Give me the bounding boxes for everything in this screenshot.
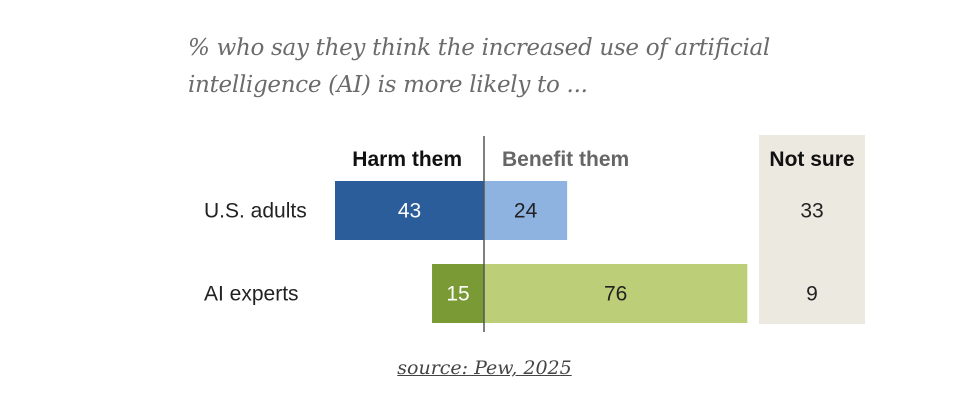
data-label-harm: 43 xyxy=(398,200,421,223)
category-label: AI experts xyxy=(204,283,299,306)
bar-benefit xyxy=(484,181,568,240)
bar-benefit xyxy=(484,264,748,323)
bar-harm xyxy=(432,264,484,323)
bar-harm xyxy=(335,181,484,240)
category-label: U.S. adults xyxy=(204,200,307,223)
not-sure-panel xyxy=(759,135,865,324)
data-label-harm: 15 xyxy=(446,283,469,306)
source-link[interactable]: source: Pew, 2025 xyxy=(397,357,572,379)
chart-subtitle: % who say they think the increased use o… xyxy=(188,35,770,98)
header-not-sure: Not sure xyxy=(769,148,854,171)
data-label-benefit: 24 xyxy=(514,200,538,223)
data-label-benefit: 76 xyxy=(604,283,627,306)
header-harm: Harm them xyxy=(352,148,462,171)
data-label-not-sure: 9 xyxy=(806,283,818,306)
data-label-not-sure: 33 xyxy=(800,200,823,223)
header-benefit: Benefit them xyxy=(502,148,629,171)
